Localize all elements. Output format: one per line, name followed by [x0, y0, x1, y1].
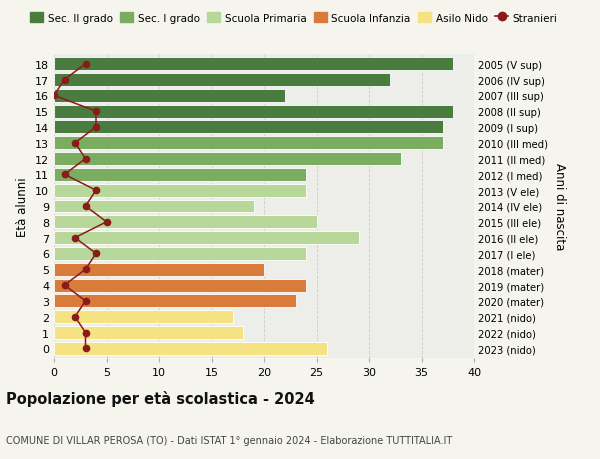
Bar — [54, 74, 390, 87]
Bar — [54, 342, 327, 355]
Bar — [54, 121, 443, 134]
Bar — [54, 185, 306, 197]
Bar — [54, 295, 296, 308]
Bar — [54, 247, 306, 260]
Bar — [54, 311, 233, 324]
Y-axis label: Anni di nascita: Anni di nascita — [553, 163, 566, 250]
Bar — [54, 153, 401, 166]
Bar — [54, 263, 264, 276]
Bar — [54, 216, 317, 229]
Bar — [54, 168, 306, 181]
Bar — [54, 90, 285, 102]
Bar — [54, 326, 243, 339]
Bar — [54, 137, 443, 150]
Text: Popolazione per età scolastica - 2024: Popolazione per età scolastica - 2024 — [6, 390, 315, 406]
Bar — [54, 106, 453, 118]
Bar — [54, 279, 306, 292]
Bar — [54, 58, 453, 71]
Bar — [54, 232, 359, 245]
Legend: Sec. II grado, Sec. I grado, Scuola Primaria, Scuola Infanzia, Asilo Nido, Stran: Sec. II grado, Sec. I grado, Scuola Prim… — [30, 13, 557, 23]
Text: COMUNE DI VILLAR PEROSA (TO) - Dati ISTAT 1° gennaio 2024 - Elaborazione TUTTITA: COMUNE DI VILLAR PEROSA (TO) - Dati ISTA… — [6, 435, 452, 445]
Bar — [54, 200, 254, 213]
Y-axis label: Età alunni: Età alunni — [16, 177, 29, 236]
